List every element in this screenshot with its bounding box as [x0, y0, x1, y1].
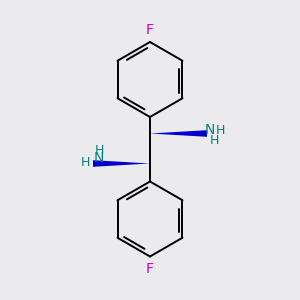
Text: F: F	[146, 262, 154, 276]
Text: H: H	[216, 124, 225, 137]
Text: H: H	[81, 155, 90, 169]
Text: N: N	[94, 151, 104, 164]
Text: H: H	[210, 134, 219, 147]
Polygon shape	[150, 130, 207, 137]
Text: F: F	[146, 22, 154, 37]
Text: H: H	[94, 143, 104, 157]
Polygon shape	[93, 160, 150, 167]
Text: N: N	[205, 124, 215, 137]
